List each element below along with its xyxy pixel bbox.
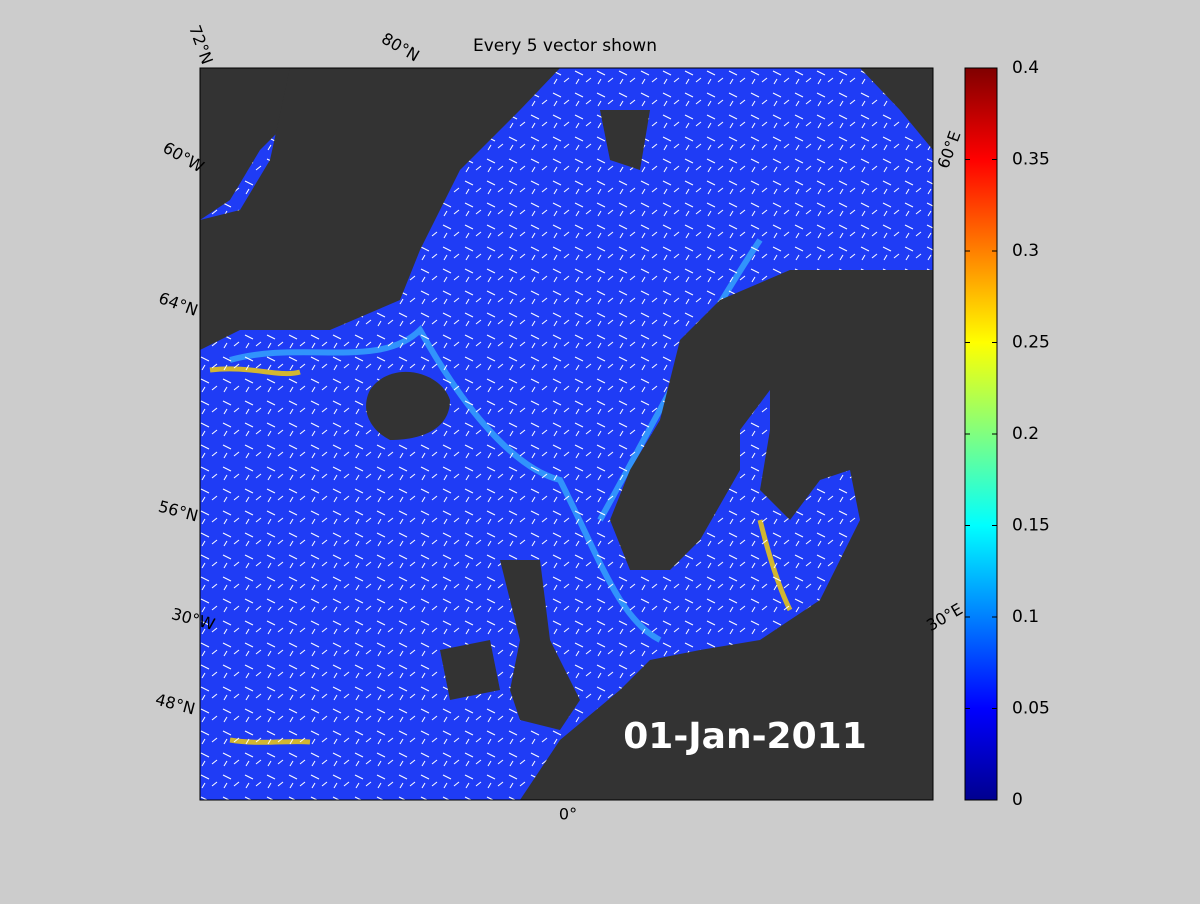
land-russia xyxy=(860,68,933,150)
colorbar xyxy=(964,67,998,801)
colorbar-tick-label: 0.05 xyxy=(1012,699,1050,719)
land-europe xyxy=(520,270,933,800)
land-svalbard xyxy=(600,110,650,170)
land-greenland xyxy=(200,68,560,350)
colorbar-tick-label: 0.4 xyxy=(1012,58,1039,78)
colorbar-tick-label: 0.2 xyxy=(1012,424,1039,444)
colorbar-tick-label: 0.1 xyxy=(1012,607,1039,627)
title: Every 5 vector shown xyxy=(473,36,657,56)
map-frame xyxy=(199,67,934,801)
graticule-label: 64°N xyxy=(156,288,200,320)
colorbar-tick-label: 0.25 xyxy=(1012,333,1050,353)
colorbar-tick-label: 0.15 xyxy=(1012,516,1050,536)
graticule-label: 80°N xyxy=(378,29,422,66)
land-britain xyxy=(500,560,580,730)
graticule-label: 0° xyxy=(559,805,577,824)
colorbar-tick-label: 0.35 xyxy=(1012,150,1050,170)
map-panel xyxy=(199,67,934,801)
graticule-label: 60°E xyxy=(934,128,965,171)
colorbar-tick-label: 0 xyxy=(1012,790,1023,810)
land-ireland xyxy=(440,640,500,700)
graticule-label: 56°N xyxy=(156,497,200,526)
graticule-label: 48°N xyxy=(153,690,197,719)
graticule-label: 72°N xyxy=(185,22,217,66)
land-iceland xyxy=(366,371,450,440)
date-label: 01-Jan-2011 xyxy=(623,716,867,757)
colorbar-tick-label: 0.3 xyxy=(1012,241,1039,261)
colorbar-ticks: 0 0.05 0.1 0.15 0.2 0.25 0.3 0.35 0.4 xyxy=(965,58,1050,810)
